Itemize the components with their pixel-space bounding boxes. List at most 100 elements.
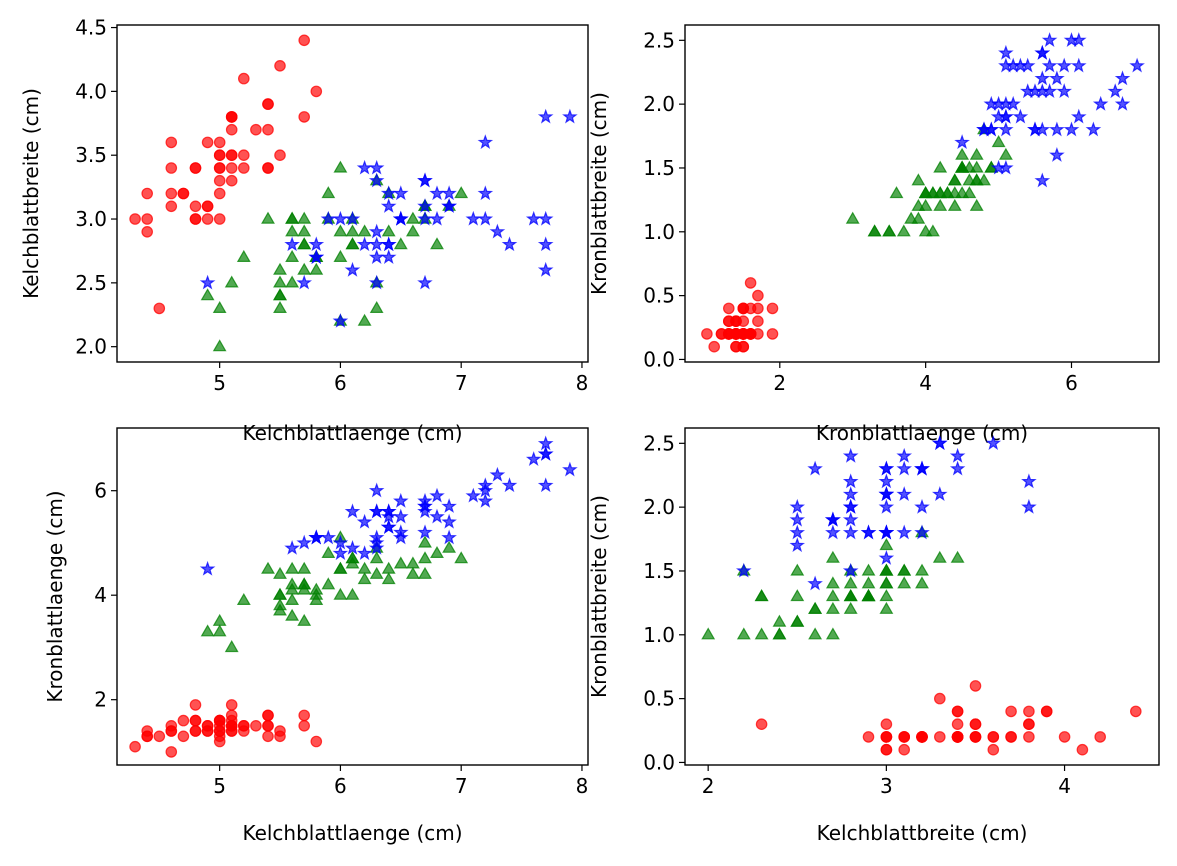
data-point-triangle: [285, 275, 300, 288]
data-point-star: [380, 249, 397, 264]
data-point-circle: [213, 725, 226, 737]
data-point-circle: [189, 714, 202, 727]
data-point-star: [1049, 121, 1065, 137]
data-point-star: [789, 511, 806, 527]
data-point-star: [392, 508, 409, 524]
data-point-star: [842, 498, 859, 514]
data-point-star: [537, 445, 554, 461]
data-point-triangle: [825, 550, 840, 563]
data-point-triangle: [879, 589, 894, 602]
data-point-star: [417, 524, 433, 540]
data-point-circle: [238, 162, 250, 174]
data-point-star: [368, 249, 385, 264]
data-point-star: [990, 108, 1007, 124]
data-point-triangle: [879, 563, 894, 576]
x-tick-label: 2: [773, 371, 786, 395]
data-point-circle: [153, 730, 166, 743]
data-point-star: [308, 236, 325, 252]
data-point-star: [537, 261, 554, 277]
data-point-circle: [969, 731, 982, 743]
data-point-circle: [250, 719, 262, 732]
data-point-star: [392, 185, 409, 201]
data-point-circle: [708, 340, 720, 353]
y-tick-label: 1.5: [643, 156, 675, 180]
data-point-circle: [766, 302, 779, 315]
data-point-triangle: [224, 639, 239, 653]
data-point-circle: [752, 289, 764, 302]
data-point-triangle: [897, 576, 912, 589]
data-point-star: [368, 540, 385, 555]
data-point-star: [878, 498, 895, 514]
data-point-triangle: [261, 561, 275, 574]
data-point-triangle: [393, 556, 408, 569]
data-point-triangle: [333, 587, 348, 600]
data-point-triangle: [321, 545, 336, 559]
x-tick-label: 5: [213, 371, 226, 395]
data-point-star: [998, 44, 1014, 60]
data-point-star: [380, 508, 397, 524]
data-point-star: [537, 210, 554, 226]
x-axis-label: Kelchblattlaenge (cm): [242, 421, 462, 445]
data-point-triangle: [261, 211, 275, 224]
series-virginica: [199, 435, 578, 576]
data-point-triangle: [333, 160, 348, 173]
data-point-star: [380, 236, 397, 252]
x-tick-label: 4: [919, 371, 932, 395]
data-point-triangle: [285, 224, 300, 237]
data-point-star: [1070, 32, 1087, 47]
data-point-star: [896, 524, 913, 540]
data-point-star: [1114, 70, 1131, 86]
data-point-triangle: [915, 576, 929, 589]
x-axis-label: Kelchblattbreite (cm): [817, 821, 1028, 845]
data-point-star: [998, 159, 1014, 175]
data-point-circle: [225, 111, 238, 123]
data-point-circle: [722, 302, 735, 315]
subplot-4: 2 3 4 0.0 0.5 1.0 1.5 2.0 2.5 Kelchblattbreite (c…: [587, 427, 1160, 845]
data-point-star: [441, 513, 457, 529]
x-tick-label: 4: [1058, 774, 1071, 798]
data-point-star: [842, 562, 859, 578]
y-tick-label: 2.5: [75, 271, 107, 295]
y-tick-label: 6: [94, 479, 107, 503]
data-point-triangle: [273, 262, 287, 275]
data-point-triangle: [915, 563, 929, 576]
data-point-star: [878, 524, 895, 540]
data-point-star: [417, 198, 433, 213]
series-virginica: [735, 435, 1037, 591]
data-point-triangle: [345, 224, 360, 237]
data-point-circle: [141, 187, 153, 200]
data-point-star: [417, 503, 433, 519]
data-point-star: [1070, 108, 1087, 124]
series-virginica: [954, 32, 1145, 188]
data-point-triangle: [861, 589, 876, 602]
data-point-circle: [274, 60, 286, 72]
y-axis-label: Kronblattbreite (cm): [587, 92, 611, 295]
data-point-star: [380, 198, 397, 213]
data-point-circle: [129, 740, 141, 753]
data-point-circle: [916, 731, 928, 743]
data-point-circle: [298, 111, 310, 123]
data-point-star: [284, 539, 300, 555]
data-point-star: [789, 498, 806, 514]
data-point-circle: [951, 718, 964, 730]
data-point-triangle: [309, 587, 324, 600]
data-point-star: [878, 460, 895, 476]
data-point-circle: [189, 699, 202, 711]
data-point-triangle: [381, 224, 396, 237]
data-point-triangle: [790, 614, 805, 627]
y-tick-label: 1.5: [643, 559, 675, 583]
data-point-triangle: [369, 566, 384, 579]
data-point-triangle: [345, 587, 360, 600]
data-point-circle: [165, 746, 178, 758]
data-point-star: [465, 210, 482, 226]
data-point-star: [1085, 121, 1102, 137]
data-point-triangle: [442, 540, 457, 553]
data-point-triangle: [918, 198, 933, 211]
data-point-star: [429, 487, 445, 503]
data-point-circle: [274, 149, 286, 161]
data-point-triangle: [357, 572, 372, 585]
data-point-triangle: [405, 224, 420, 237]
x-tick-label: 8: [576, 774, 589, 798]
data-point-star: [562, 461, 578, 477]
